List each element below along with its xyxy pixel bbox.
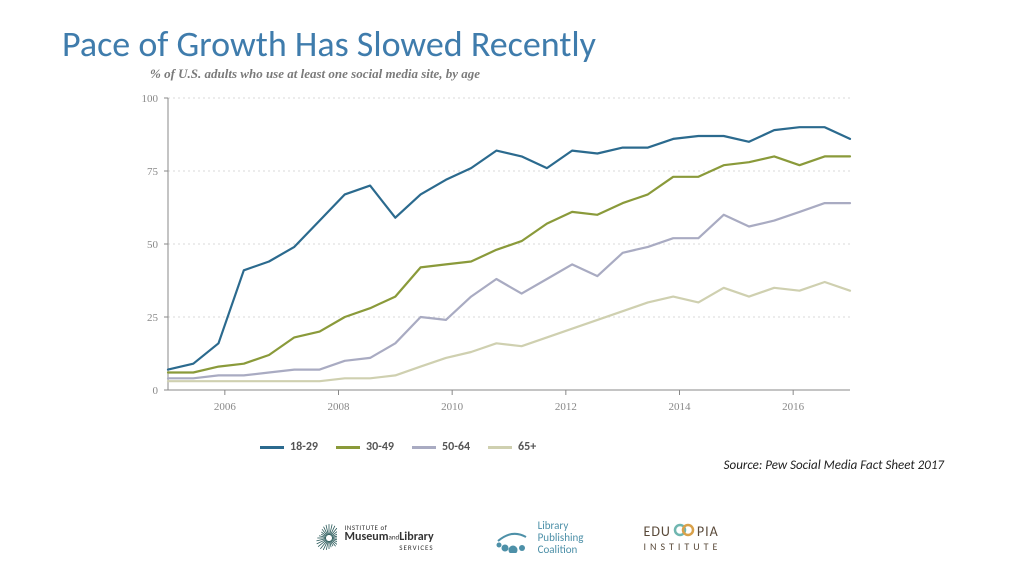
line-chart: 0 25 50 75 100 2006 2008 2010 2012 2014 2016 (124, 88, 864, 438)
svg-text:2012: 2012 (555, 401, 577, 413)
lpc-line1: Library (538, 520, 584, 532)
svg-text:2010: 2010 (441, 401, 464, 413)
starburst-icon (303, 521, 337, 555)
imls-services: SERVICES (345, 544, 434, 552)
linked-circles-icon (671, 523, 697, 537)
sponsor-logos: INSTITUTE of MuseumandLibrary SERVICES L… (0, 520, 1024, 556)
svg-text:2014: 2014 (669, 401, 692, 413)
legend-swatch (260, 446, 284, 449)
legend-label: 18-29 (290, 440, 318, 454)
legend-swatch (336, 446, 360, 449)
svg-text:2006: 2006 (214, 401, 237, 413)
imls-library: Library (399, 530, 433, 544)
chart-legend: 18-29 30-49 50-64 65+ (260, 440, 536, 454)
edu-suf: PIA (697, 523, 719, 540)
legend-item: 18-29 (260, 440, 318, 454)
edu-pref: EDU (643, 523, 670, 540)
legend-label: 30-49 (366, 440, 394, 454)
svg-text:25: 25 (147, 312, 159, 324)
educopia-line1: EDU PIA (643, 523, 721, 540)
legend-label: 50-64 (442, 440, 470, 454)
imls-museum: Museum (345, 530, 389, 544)
educopia-line2: INSTITUTE (643, 540, 721, 553)
legend-item: 50-64 (412, 440, 470, 454)
educopia-logo: EDU PIA INSTITUTE (643, 523, 721, 553)
imls-logo: INSTITUTE of MuseumandLibrary SERVICES (303, 521, 434, 555)
svg-text:50: 50 (147, 239, 159, 251)
imls-and: and (389, 533, 400, 542)
slide-title: Pace of Growth Has Slowed Recently (62, 22, 596, 66)
legend-label: 65+ (518, 440, 536, 454)
legend-item: 65+ (488, 440, 536, 454)
chart-subtitle: % of U.S. adults who use at least one so… (150, 66, 480, 82)
svg-text:2008: 2008 (328, 401, 351, 413)
svg-text:0: 0 (153, 385, 159, 397)
source-attribution: Source: Pew Social Media Fact Sheet 2017 (724, 458, 944, 473)
svg-text:100: 100 (142, 93, 159, 105)
legend-swatch (488, 446, 512, 449)
lpc-line3: Coalition (538, 544, 584, 556)
dots-icon (494, 523, 530, 553)
legend-swatch (412, 446, 436, 449)
legend-item: 30-49 (336, 440, 394, 454)
svg-text:75: 75 (147, 166, 159, 178)
svg-text:2016: 2016 (782, 401, 805, 413)
lpc-logo: Library Publishing Coalition (494, 520, 584, 556)
chart-svg: 0 25 50 75 100 2006 2008 2010 2012 2014 2016 (124, 88, 864, 438)
